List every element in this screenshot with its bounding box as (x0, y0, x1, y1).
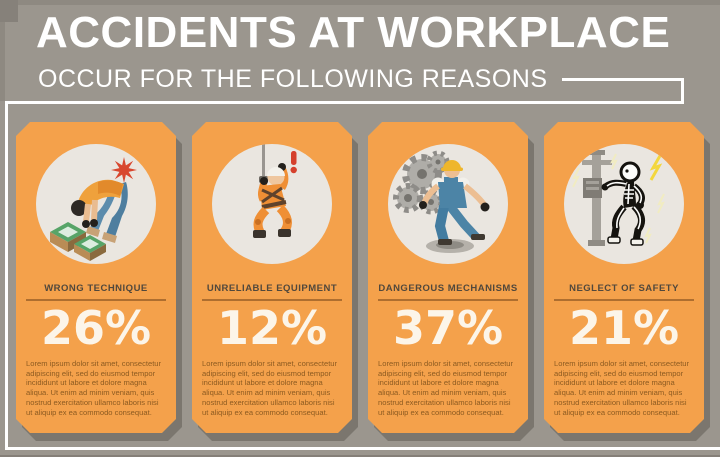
worker-hanging-on-rope-illustration (253, 144, 297, 238)
card-panel: WRONG TECHNIQUE 26% Lorem ipsum dolor si… (16, 122, 176, 433)
pain-star-shape (111, 157, 137, 183)
frame-top-border (5, 101, 684, 104)
rope-shape (262, 144, 265, 178)
electric-pole-shape (582, 150, 612, 246)
reason-description: Lorem ipsum dolor sit amet, consectetur … (26, 359, 162, 417)
reason-label: DANGEROUS MECHANISMS (378, 283, 518, 294)
frame-bottom-border (5, 447, 720, 450)
reason-label: UNRELIABLE EQUIPMENT (206, 283, 338, 294)
skeleton-lines-shape (606, 181, 643, 230)
reason-label: WRONG TECHNIQUE (44, 283, 148, 294)
illustration-circle (212, 144, 332, 264)
percentage-value: 21% (568, 301, 680, 355)
card-panel: NEGLECT OF SAFETY 21% Lorem ipsum dolor … (544, 122, 704, 433)
harness-straps-shape (261, 186, 287, 209)
reason-label: NEGLECT OF SAFETY (569, 283, 679, 294)
page-title: ACCIDENTS AT WORKPLACE (36, 8, 671, 57)
label-underline (378, 299, 518, 301)
subtitle-line-riser (681, 79, 684, 104)
bottom-edge-shade (0, 455, 720, 457)
worker-lifting-heavy-load-illustration (50, 157, 137, 261)
illustration-circle (388, 144, 508, 264)
reason-description: Lorem ipsum dolor sit amet, consectetur … (202, 359, 338, 417)
percentage-value: 37% (392, 301, 504, 355)
illustration-circle (36, 144, 156, 264)
reason-card-wrong-technique: WRONG TECHNIQUE 26% Lorem ipsum dolor si… (16, 122, 182, 441)
subtitle-rule-line (561, 77, 684, 81)
reason-card-neglect-of-safety: NEGLECT OF SAFETY 21% Lorem ipsum dolor … (544, 122, 710, 441)
reason-description: Lorem ipsum dolor sit amet, consectetur … (554, 359, 690, 417)
percentage-value: 26% (40, 301, 152, 355)
card-panel: UNRELIABLE EQUIPMENT 12% Lorem ipsum dol… (192, 122, 352, 433)
page-subtitle: OCCUR FOR THE FOLLOWING REASONS (38, 65, 548, 93)
reason-description: Lorem ipsum dolor sit amet, consectetur … (378, 359, 514, 417)
reason-card-unreliable-equipment: UNRELIABLE EQUIPMENT 12% Lorem ipsum dol… (192, 122, 358, 441)
illustration-circle (564, 144, 684, 264)
label-underline (554, 299, 694, 301)
alert-exclamation-shape (290, 151, 297, 174)
card-panel: DANGEROUS MECHANISMS 37% Lorem ipsum dol… (368, 122, 528, 433)
corner-shade (0, 0, 18, 22)
label-underline (202, 299, 342, 301)
percentage-value: 12% (216, 301, 328, 355)
reason-cards-row: WRONG TECHNIQUE 26% Lorem ipsum dolor si… (16, 122, 710, 441)
money-stack-shape (50, 222, 106, 261)
subtitle-row: OCCUR FOR THE FOLLOWING REASONS (38, 64, 684, 94)
top-edge-shade (0, 0, 720, 5)
worker-electrocuted-illustration (572, 150, 665, 246)
label-underline (26, 299, 166, 301)
left-edge-shade (0, 0, 5, 101)
reason-card-dangerous-mechanisms: DANGEROUS MECHANISMS 37% Lorem ipsum dol… (368, 122, 534, 441)
worker-caught-in-gears-illustration (393, 150, 490, 253)
frame-left-border (5, 101, 8, 450)
lightning-bolts-shape (572, 153, 665, 244)
